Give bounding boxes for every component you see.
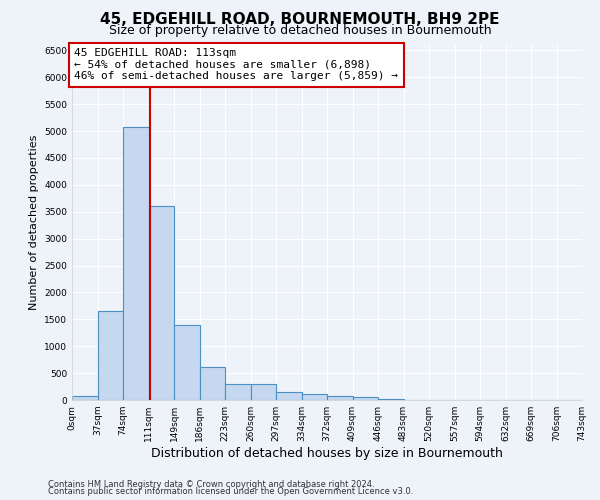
Text: Contains HM Land Registry data © Crown copyright and database right 2024.: Contains HM Land Registry data © Crown c… bbox=[48, 480, 374, 489]
Y-axis label: Number of detached properties: Number of detached properties bbox=[29, 135, 38, 310]
Text: Size of property relative to detached houses in Bournemouth: Size of property relative to detached ho… bbox=[109, 24, 491, 37]
Bar bbox=[302, 394, 327, 400]
Bar bbox=[327, 396, 353, 400]
Bar bbox=[353, 397, 378, 400]
Bar bbox=[123, 127, 149, 400]
Bar bbox=[72, 396, 97, 400]
Bar bbox=[174, 324, 199, 400]
X-axis label: Distribution of detached houses by size in Bournemouth: Distribution of detached houses by size … bbox=[151, 447, 503, 460]
Bar bbox=[225, 384, 251, 400]
Text: Contains public sector information licensed under the Open Government Licence v3: Contains public sector information licen… bbox=[48, 488, 413, 496]
Bar bbox=[378, 399, 404, 400]
Text: 45, EDGEHILL ROAD, BOURNEMOUTH, BH9 2PE: 45, EDGEHILL ROAD, BOURNEMOUTH, BH9 2PE bbox=[100, 12, 500, 28]
Bar bbox=[149, 206, 174, 400]
Bar bbox=[97, 311, 123, 400]
Bar bbox=[251, 384, 276, 400]
Bar bbox=[276, 392, 302, 400]
Text: 45 EDGEHILL ROAD: 113sqm
← 54% of detached houses are smaller (6,898)
46% of sem: 45 EDGEHILL ROAD: 113sqm ← 54% of detach… bbox=[74, 48, 398, 82]
Bar bbox=[199, 366, 225, 400]
